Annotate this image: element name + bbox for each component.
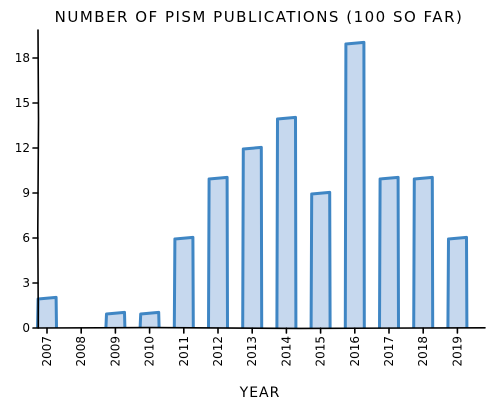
bar-2010 bbox=[138, 310, 161, 329]
x-tick-label-2010: 2010 bbox=[143, 336, 157, 367]
bar-2014 bbox=[275, 115, 298, 329]
y-tick-label-12: 12 bbox=[15, 141, 30, 155]
bar-2019 bbox=[446, 235, 469, 329]
chart-title: NUMBER OF PISM PUBLICATIONS (100 SO FAR) bbox=[55, 8, 464, 26]
x-tick-label-2011: 2011 bbox=[177, 336, 191, 367]
bar-2009 bbox=[104, 310, 127, 329]
bars-group bbox=[36, 40, 469, 329]
bar-2007 bbox=[36, 295, 58, 329]
bar-2017 bbox=[378, 175, 400, 329]
y-tick-label-18: 18 bbox=[15, 51, 30, 65]
y-tick-label-0: 0 bbox=[22, 321, 30, 335]
bar-2015 bbox=[309, 190, 332, 329]
x-tick-label-2015: 2015 bbox=[314, 336, 328, 367]
y-axis-line bbox=[36, 29, 40, 329]
y-tick-label-15: 15 bbox=[15, 96, 30, 110]
y-tick-label-9: 9 bbox=[22, 186, 30, 200]
y-ticks-group: 0 3 6 9 12 15 18 bbox=[15, 51, 39, 335]
y-tick-label-3: 3 bbox=[22, 276, 30, 290]
x-tick-label-2016: 2016 bbox=[348, 336, 362, 367]
x-axis-label: YEAR bbox=[239, 385, 281, 401]
x-tick-label-2018: 2018 bbox=[416, 336, 430, 367]
x-tick-label-2009: 2009 bbox=[108, 336, 122, 367]
x-tick-label-2017: 2017 bbox=[382, 336, 396, 367]
bar-2011 bbox=[172, 235, 195, 329]
x-tick-label-2007: 2007 bbox=[40, 336, 54, 367]
bar-2016 bbox=[343, 40, 366, 329]
y-tick-label-6: 6 bbox=[22, 231, 30, 245]
x-tick-label-2019: 2019 bbox=[450, 336, 464, 367]
x-tick-label-2014: 2014 bbox=[279, 336, 293, 367]
bar-2012 bbox=[207, 175, 229, 329]
x-axis-line bbox=[37, 326, 486, 330]
x-tick-label-2008: 2008 bbox=[74, 336, 88, 367]
x-tick-label-2013: 2013 bbox=[245, 336, 259, 367]
x-tick-label-2012: 2012 bbox=[211, 336, 225, 367]
axes-group bbox=[36, 29, 486, 330]
bar-2013 bbox=[241, 145, 264, 329]
x-ticks-group: 2007 2008 2009 2010 2011 2012 2013 2014 2015 2016… bbox=[40, 327, 464, 367]
bar-2018 bbox=[412, 175, 435, 329]
